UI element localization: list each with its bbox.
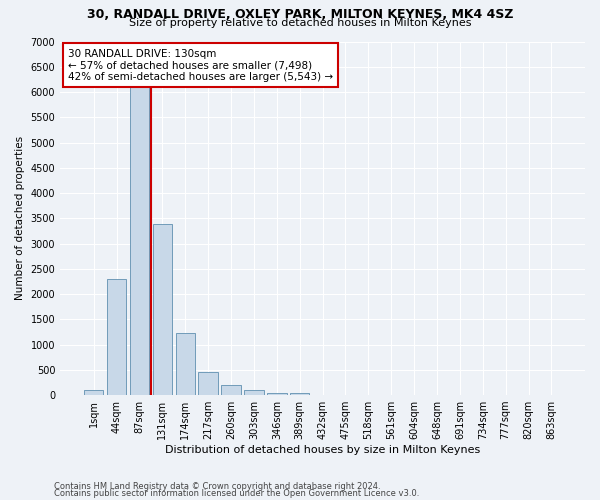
Bar	[176, 334, 195, 395]
Bar	[84, 390, 103, 395]
X-axis label: Distribution of detached houses by size in Milton Keynes: Distribution of detached houses by size …	[165, 445, 480, 455]
Text: 30 RANDALL DRIVE: 130sqm
← 57% of detached houses are smaller (7,498)
42% of sem: 30 RANDALL DRIVE: 130sqm ← 57% of detach…	[68, 48, 333, 82]
Bar	[130, 70, 149, 395]
Text: Contains HM Land Registry data © Crown copyright and database right 2024.: Contains HM Land Registry data © Crown c…	[54, 482, 380, 491]
Bar	[221, 385, 241, 395]
Text: Contains public sector information licensed under the Open Government Licence v3: Contains public sector information licen…	[54, 490, 419, 498]
Bar	[107, 279, 127, 395]
Bar	[267, 392, 287, 395]
Text: Size of property relative to detached houses in Milton Keynes: Size of property relative to detached ho…	[129, 18, 471, 28]
Bar	[152, 224, 172, 395]
Bar	[290, 393, 310, 395]
Bar	[244, 390, 263, 395]
Bar	[199, 372, 218, 395]
Text: 30, RANDALL DRIVE, OXLEY PARK, MILTON KEYNES, MK4 4SZ: 30, RANDALL DRIVE, OXLEY PARK, MILTON KE…	[87, 8, 513, 20]
Y-axis label: Number of detached properties: Number of detached properties	[15, 136, 25, 300]
